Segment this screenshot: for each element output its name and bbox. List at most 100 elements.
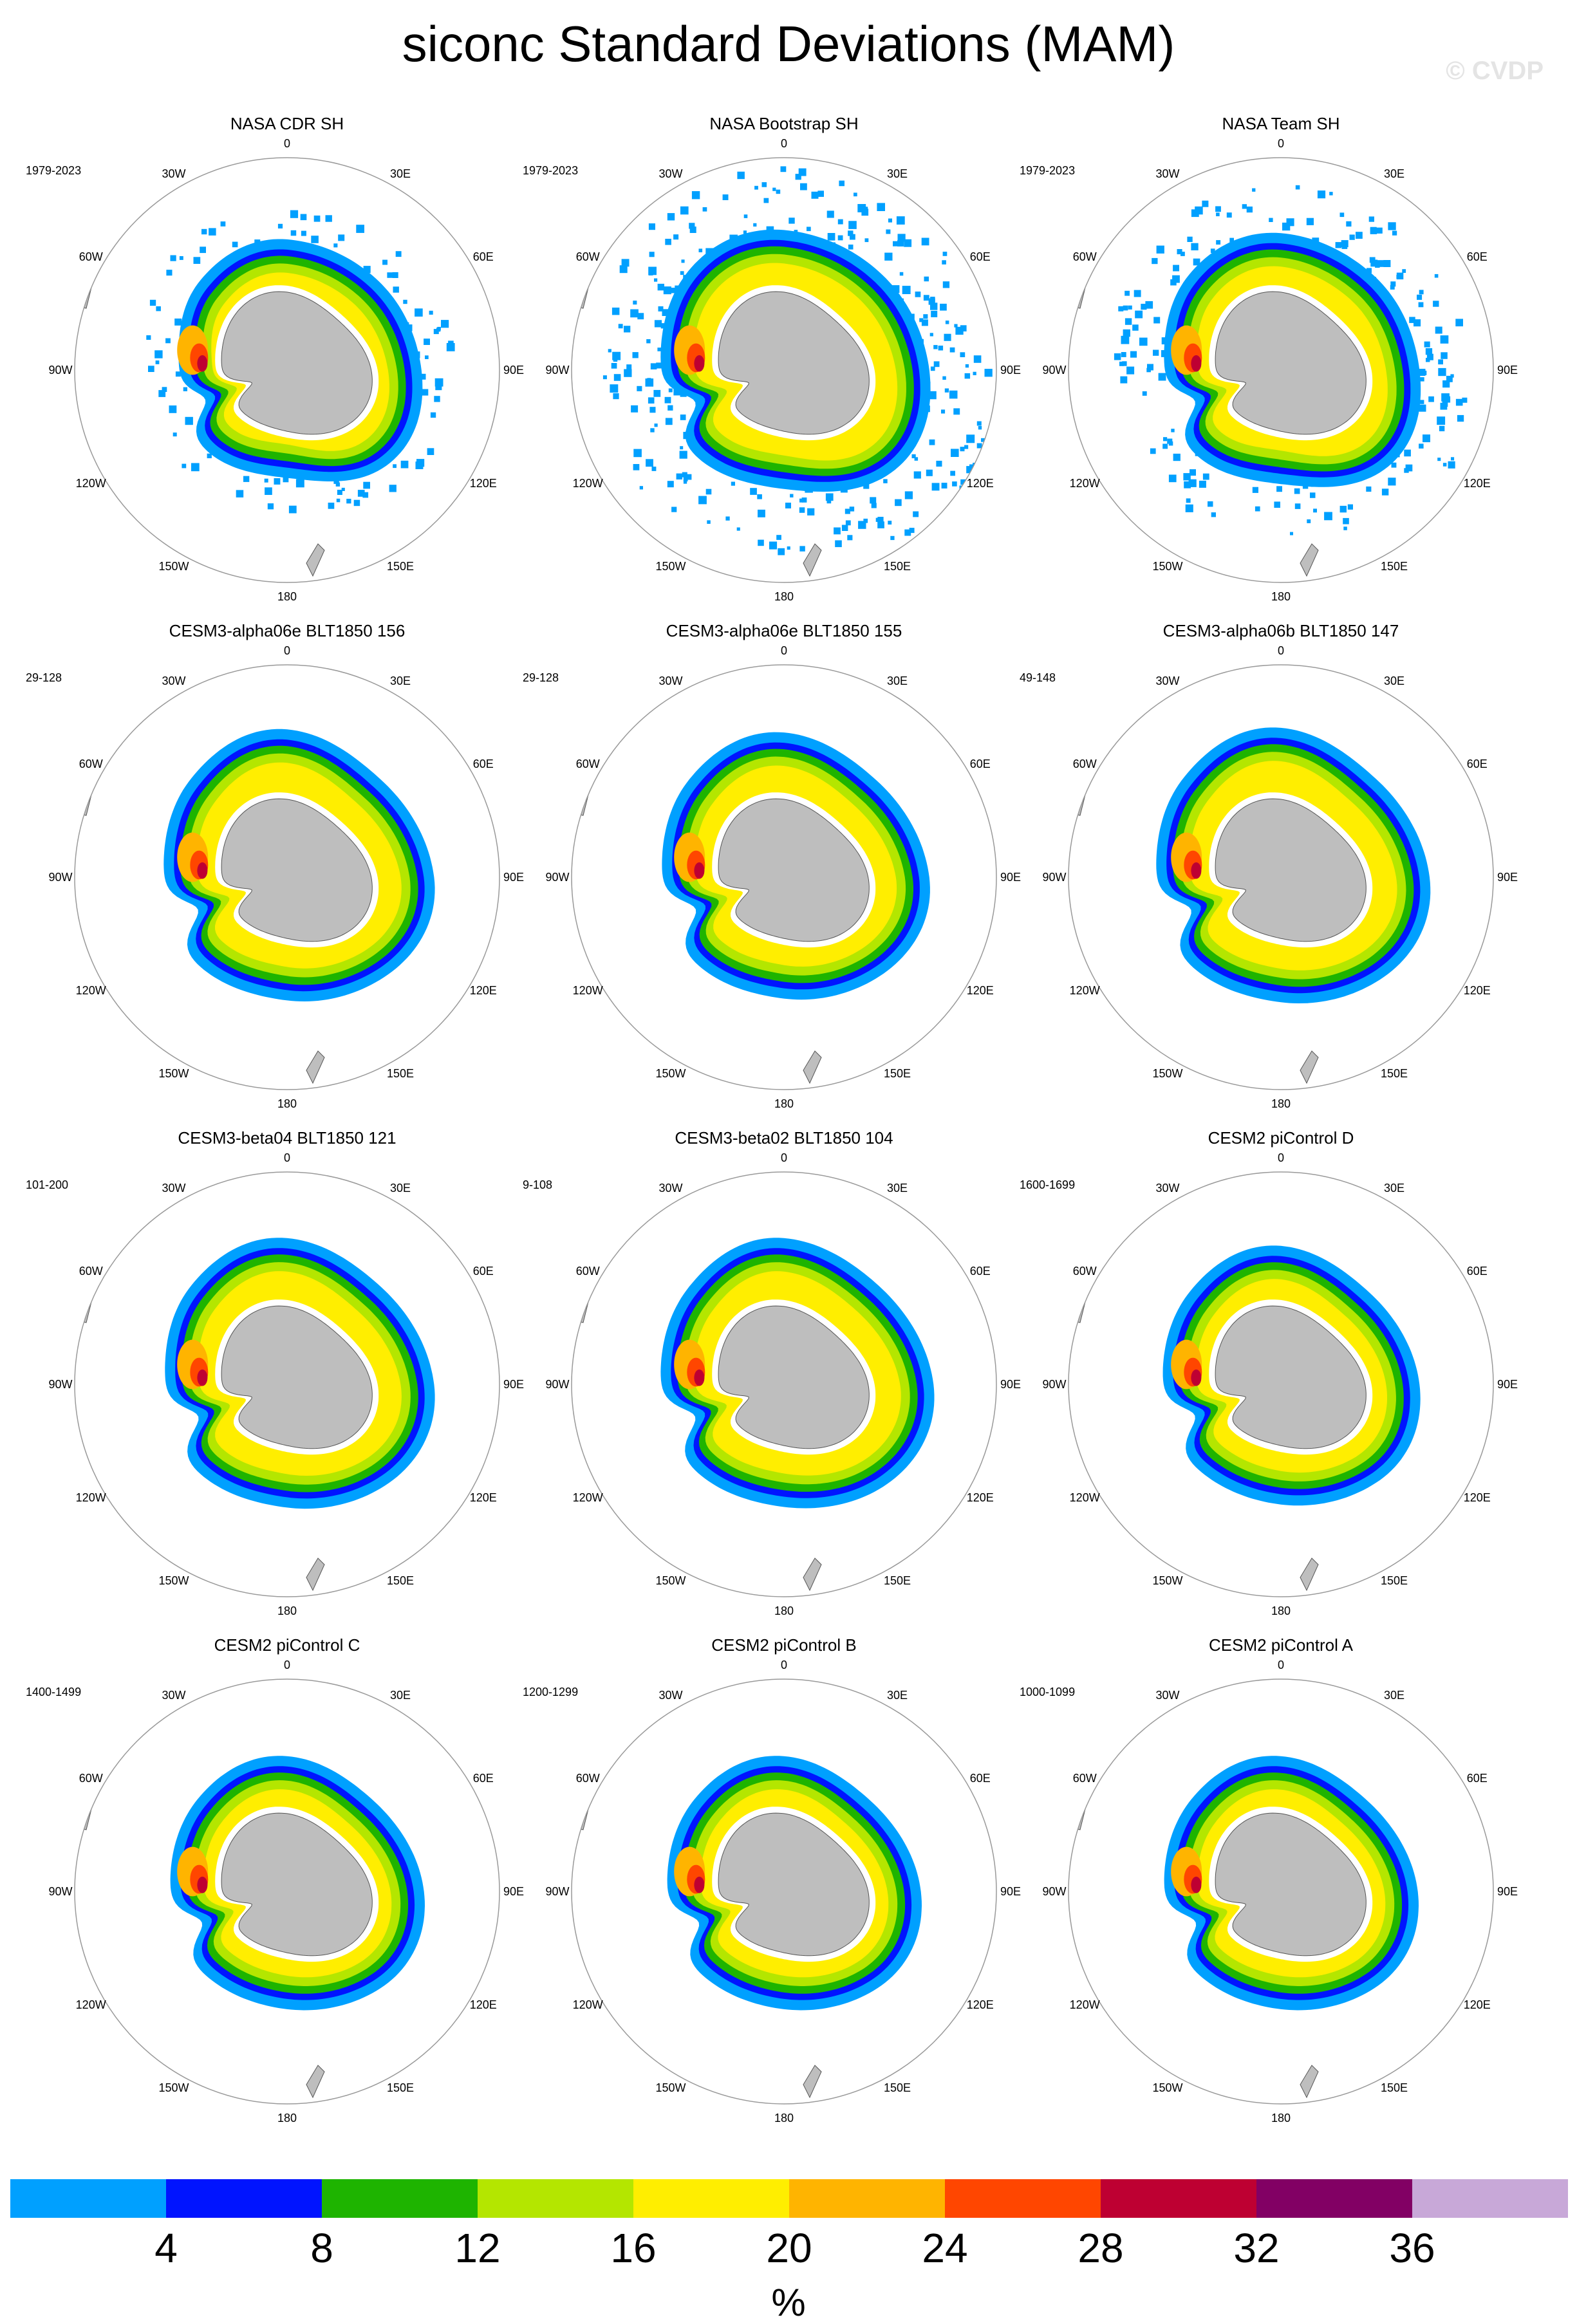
speckle-cell	[175, 371, 181, 377]
speckle-cell	[311, 236, 319, 243]
longitude-label: 30E	[887, 1182, 908, 1195]
speckle-cell	[811, 191, 819, 199]
speckle-cell	[1437, 416, 1446, 425]
longitude-label: 120W	[573, 1491, 603, 1504]
longitude-label: 30E	[887, 1689, 908, 1702]
speckle-cell	[1390, 285, 1395, 290]
speckle-cell	[930, 366, 935, 371]
new-zealand-landmass	[306, 2065, 325, 2099]
panel-title: CESM2 piControl B	[711, 1635, 857, 1655]
speckle-cell	[236, 490, 244, 497]
speckle-cell	[981, 438, 985, 442]
longitude-label: 30E	[1384, 1182, 1404, 1195]
map-panel: CESM3-beta04 BLT1850 121 101-200 0 30E 60E 90…	[24, 1128, 550, 1636]
speckle-cell	[1193, 258, 1200, 266]
longitude-label: 60E	[970, 1772, 991, 1785]
speckle-cell	[1124, 318, 1132, 325]
speckle-cell	[1446, 375, 1453, 382]
longitude-label: 180	[277, 1604, 297, 1617]
map-panel: NASA Team SH 1979-2023 0 30E 60E 90E 120E 150E 1…	[1018, 113, 1544, 622]
longitude-label: 150W	[158, 1067, 189, 1080]
longitude-label: 180	[1271, 590, 1291, 603]
speckle-cell	[691, 191, 700, 200]
speckle-cell	[1191, 209, 1199, 218]
speckle-cell	[333, 243, 338, 248]
map-panel: CESM2 piControl D 1600-1699 0 30E 60E 90E 120E…	[1018, 1128, 1544, 1636]
speckle-cell	[665, 239, 671, 245]
speckle-cell	[931, 483, 940, 491]
speckle-cell	[673, 387, 681, 396]
sea-ice-field	[75, 210, 455, 577]
south-america-landmass	[572, 767, 589, 824]
longitude-label: 150E	[884, 1067, 911, 1080]
speckle-cell	[886, 229, 891, 234]
longitude-label: 0	[284, 1151, 290, 1164]
sea-ice-field	[75, 1756, 425, 2099]
south-america-landmass	[572, 260, 589, 317]
speckle-cell	[1150, 448, 1156, 454]
speckle-cell	[1118, 306, 1124, 311]
speckle-cell	[1216, 212, 1220, 216]
speckle-cell	[277, 223, 283, 228]
longitude-label: 60E	[970, 1265, 991, 1278]
longitude-label: 150E	[1381, 1067, 1408, 1080]
speckle-cell	[800, 183, 807, 191]
high-variance-patch	[197, 1369, 208, 1386]
polar-map: 0 30E 60E 90E 120E 150E 180 150W 120W 90W 60W 30W	[1042, 1151, 1518, 1617]
longitude-label: 60E	[1467, 1772, 1488, 1785]
longitude-label: 30W	[162, 1689, 185, 1702]
speckle-cell	[1370, 227, 1377, 234]
speckle-cell	[761, 182, 767, 187]
longitude-label: 120E	[967, 1998, 994, 2011]
longitude-label: 60W	[1073, 1772, 1097, 1785]
antarctica-landmass	[221, 1812, 373, 1957]
speckle-cell	[689, 223, 695, 229]
speckle-cell	[1145, 301, 1153, 309]
speckle-cell	[949, 390, 958, 399]
speckle-cell	[169, 405, 177, 413]
speckle-cell	[1391, 462, 1397, 468]
colorbar-segment	[166, 2179, 322, 2218]
longitude-label: 60E	[1467, 1265, 1488, 1278]
longitude-label: 30E	[887, 167, 908, 180]
speckle-cell	[776, 535, 781, 540]
longitude-label: 90E	[503, 1378, 524, 1391]
speckle-cell	[1418, 369, 1426, 376]
speckle-cell	[613, 393, 619, 400]
speckle-cell	[645, 378, 654, 387]
colorbar-segment	[789, 2179, 946, 2218]
speckle-cell	[1442, 380, 1450, 388]
speckle-cell	[1199, 480, 1206, 488]
speckle-cell	[888, 521, 892, 525]
speckle-cell	[1163, 437, 1168, 442]
longitude-label: 150W	[1152, 560, 1182, 573]
longitude-label: 120W	[76, 984, 106, 997]
speckle-cell	[325, 215, 332, 222]
speckle-cell	[1433, 301, 1439, 307]
speckle-cell	[633, 464, 640, 470]
speckle-cell	[651, 467, 657, 471]
speckle-cell	[1123, 329, 1130, 337]
speckle-cell	[619, 265, 628, 274]
speckle-cell	[420, 373, 426, 380]
longitude-label: 60W	[576, 1265, 600, 1278]
speckle-cell	[888, 218, 892, 223]
high-variance-patch	[1191, 862, 1202, 879]
map-panel: CESM2 piControl C 1400-1499 0 30E 60E 90E 120E…	[24, 1635, 550, 2143]
speckle-cell	[680, 206, 689, 215]
speckle-cell	[940, 303, 947, 311]
longitude-label: 30W	[658, 1689, 682, 1702]
speckle-cell	[964, 373, 971, 379]
panel-year-range: 1200-1299	[523, 1686, 579, 1698]
speckle-cell	[295, 479, 304, 488]
longitude-label: 150W	[655, 1067, 686, 1080]
high-variance-patch	[197, 355, 208, 372]
speckle-cell	[848, 230, 854, 236]
speckle-cell	[801, 497, 807, 503]
map-panel: NASA Bootstrap SH 1979-2023 0 30E 60E 90E 120E…	[521, 113, 1047, 622]
sea-ice-field	[1068, 185, 1468, 577]
speckle-cell	[653, 389, 661, 397]
speckle-cell	[631, 405, 639, 413]
speckle-cell	[433, 329, 439, 335]
speckle-cell	[754, 185, 758, 190]
